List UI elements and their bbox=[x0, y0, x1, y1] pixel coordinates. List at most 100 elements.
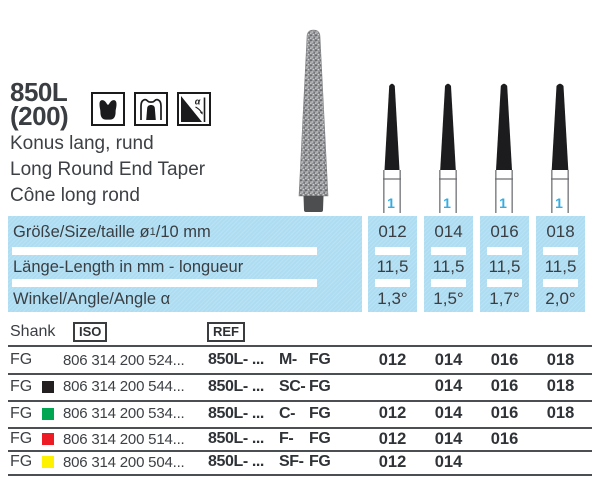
ref-code: 850L- ... SC- FG bbox=[208, 377, 331, 395]
row-divider bbox=[12, 247, 317, 255]
shank-value: FG bbox=[10, 377, 33, 395]
size-cell: 018 bbox=[546, 350, 575, 369]
row-divider bbox=[543, 279, 578, 287]
size-cell: 014 bbox=[434, 377, 463, 395]
size-cell: 018 bbox=[546, 377, 575, 395]
length-value: 11,5 bbox=[376, 257, 409, 276]
quantity-label: 1 bbox=[443, 195, 451, 211]
length-value: 11,5 bbox=[544, 257, 577, 276]
size-value: 016 bbox=[490, 222, 519, 241]
product-names: Konus lang, rund Long Round End Taper Cô… bbox=[10, 131, 205, 209]
bur-figure-016: 1 bbox=[495, 83, 514, 213]
quantity-label: 1 bbox=[387, 195, 395, 211]
size-cell: 012 bbox=[378, 429, 407, 448]
row-divider bbox=[431, 247, 466, 255]
row-divider bbox=[375, 247, 410, 255]
spec-label-angle: Winkel/Angle/Angle α bbox=[13, 289, 171, 308]
table-rule bbox=[8, 372, 592, 375]
bur-figure-012: 1 bbox=[383, 83, 402, 213]
spec-column-016: 016 11,5 1,7° bbox=[480, 216, 529, 312]
table-rule bbox=[8, 450, 592, 452]
quantity-label: 1 bbox=[499, 195, 507, 211]
iso-header-badge: ISO bbox=[73, 322, 108, 342]
shank-value: FG bbox=[10, 404, 33, 422]
product-code-line2: (200) bbox=[10, 101, 69, 131]
size-value: 018 bbox=[546, 222, 575, 241]
row-divider bbox=[487, 279, 522, 287]
product-code: 850L (200) bbox=[10, 77, 69, 131]
bur-photo-large bbox=[298, 29, 329, 212]
size-value: 014 bbox=[434, 222, 463, 241]
angle-value: 1,3° bbox=[377, 289, 408, 308]
iso-number: 806 314 200 544... bbox=[63, 378, 185, 395]
spec-label-size-suffix: /10 mm bbox=[155, 222, 211, 241]
grit-color-square bbox=[42, 402, 54, 426]
row-divider bbox=[12, 279, 317, 287]
row-divider bbox=[431, 279, 466, 287]
table-rule-bottom bbox=[8, 473, 592, 476]
grit-color-square bbox=[42, 429, 54, 450]
ref-code: 850L- ... C- FG bbox=[208, 404, 331, 422]
grit-color-square bbox=[42, 452, 54, 473]
ref-code: 850L- ... M- FG bbox=[208, 351, 331, 368]
order-row-super-fine: FG 806 314 200 504... 850L- ... SF- FG 012… bbox=[0, 452, 600, 473]
crown-prep-icon bbox=[134, 92, 168, 126]
svg-text:α: α bbox=[195, 97, 201, 107]
size-value: 012 bbox=[378, 222, 407, 241]
spec-column-018: 018 11,5 2,0° bbox=[536, 216, 585, 312]
bur-figure-014: 1 bbox=[439, 83, 458, 213]
spec-column-014: 014 11,5 1,5° bbox=[424, 216, 473, 312]
iso-number: 806 314 200 514... bbox=[63, 430, 185, 448]
size-cell: 016 bbox=[490, 350, 519, 369]
length-value: 11,5 bbox=[432, 257, 465, 276]
shank-value: FG bbox=[10, 453, 33, 470]
order-row-super-coarse: FG 806 314 200 544... 850L- ... SC- FG 014… bbox=[0, 375, 600, 399]
product-name-de: Konus lang, rund bbox=[10, 133, 154, 154]
bur-figure-018: 1 bbox=[551, 83, 570, 213]
order-row-fine: FG 806 314 200 514... 850L- ... F- FG 012 … bbox=[0, 429, 600, 450]
size-cell: 012 bbox=[378, 404, 407, 422]
table-rule bbox=[8, 345, 592, 347]
size-cell: 016 bbox=[490, 377, 519, 395]
order-row-coarse: FG 806 314 200 534... 850L- ... C- FG 012 … bbox=[0, 402, 600, 426]
tooth-prep-icon bbox=[91, 92, 125, 126]
ref-code: 850L- ... SF- FG bbox=[208, 453, 331, 470]
spec-label-size-prefix: Größe/Size/taille ø bbox=[13, 222, 150, 241]
taper-angle-icon: α bbox=[177, 92, 211, 126]
ref-header-badge: REF bbox=[207, 322, 245, 342]
quantity-label: 1 bbox=[555, 195, 563, 211]
size-cell: 018 bbox=[546, 404, 575, 422]
spec-label-size: Größe/Size/taille ø 1/10 mm bbox=[13, 222, 211, 241]
table-rule bbox=[8, 399, 592, 402]
size-cell: 014 bbox=[434, 404, 463, 422]
size-cell bbox=[480, 452, 529, 473]
application-icon-row: α bbox=[91, 92, 211, 126]
product-name-en: Long Round End Taper bbox=[10, 159, 206, 180]
spec-column-012: 012 11,5 1,3° bbox=[368, 216, 417, 312]
size-cell bbox=[536, 452, 585, 473]
size-cell bbox=[536, 429, 585, 450]
size-cell: 016 bbox=[490, 404, 519, 422]
angle-value: 2,0° bbox=[545, 289, 576, 308]
size-cell: 014 bbox=[434, 429, 463, 448]
length-value: 11,5 bbox=[488, 257, 521, 276]
product-name-fr: Cône long rond bbox=[10, 185, 140, 206]
product-code-line1: 850L bbox=[10, 77, 68, 107]
order-row-medium: FG 806 314 200 524... 850L- ... M- FG 012 … bbox=[0, 348, 600, 372]
angle-value: 1,5° bbox=[433, 289, 464, 308]
shank-value: FG bbox=[10, 430, 33, 447]
iso-number: 806 314 200 524... bbox=[63, 351, 185, 369]
size-cell: 012 bbox=[378, 350, 407, 369]
ref-code: 850L- ... F- FG bbox=[208, 430, 331, 447]
spec-label-length: Länge-Length in mm - longueur bbox=[13, 257, 244, 276]
iso-number: 806 314 200 534... bbox=[63, 405, 185, 422]
row-divider bbox=[375, 279, 410, 287]
angle-value: 1,7° bbox=[489, 289, 520, 308]
size-cell: 012 bbox=[378, 452, 407, 471]
grit-color-square bbox=[42, 375, 54, 399]
size-cell bbox=[368, 375, 417, 399]
iso-number: 806 314 200 504... bbox=[63, 453, 185, 471]
table-rule bbox=[8, 426, 592, 429]
size-cell: 016 bbox=[490, 429, 519, 448]
